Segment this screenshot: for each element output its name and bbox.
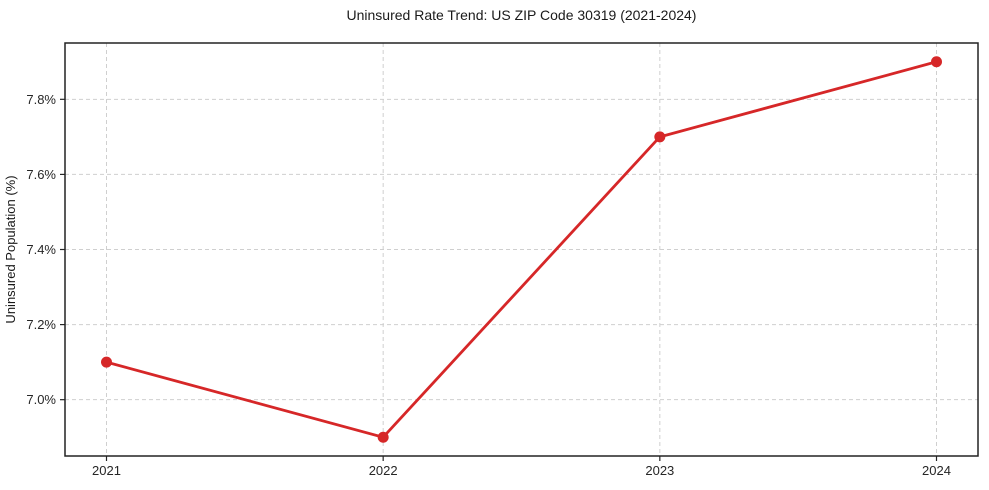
x-tick-label: 2022 [369,463,398,478]
data-point [101,356,112,368]
trend-line [105,60,938,439]
y-axis-label: Uninsured Population (%) [3,175,18,323]
y-tick-label: 7.2% [26,317,56,332]
data-point [931,56,942,68]
y-tick-label: 7.0% [26,392,56,407]
x-tick-label: 2021 [92,463,121,478]
y-tick-label: 7.6% [26,167,56,182]
x-tick-label: 2024 [922,463,951,478]
plot-area: 7.0% 7.2% 7.4% 7.6% 7.8% 2021 2022 2023 2024 [26,42,979,478]
chart-title: Uninsured Rate Trend: US ZIP Code 30319 … [347,7,697,23]
y-tick-label: 7.8% [26,92,56,107]
y-tick-label: 7.4% [26,242,56,257]
plot-border [64,42,979,457]
x-tick-label: 2023 [645,463,674,478]
data-point [377,431,389,443]
data-point [654,131,666,143]
